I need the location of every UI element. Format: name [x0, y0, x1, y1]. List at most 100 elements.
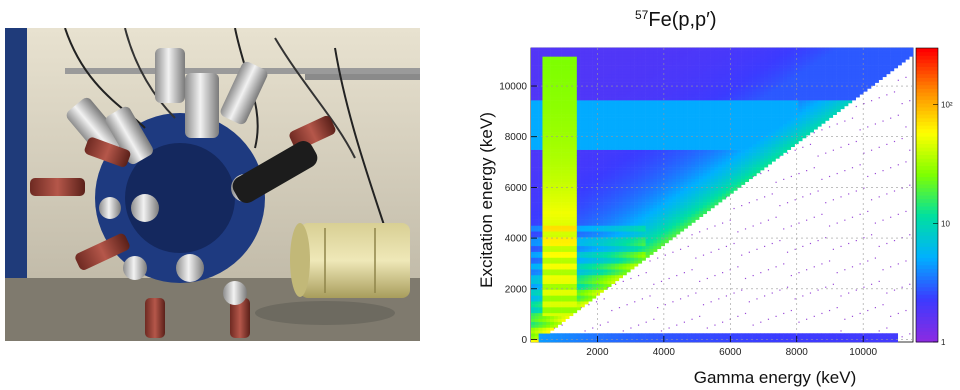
matrix-cell	[626, 333, 631, 337]
matrix-cell	[618, 333, 623, 337]
matrix-cell	[588, 193, 593, 197]
matrix-cell	[645, 50, 650, 54]
matrix-cell	[786, 120, 792, 124]
matrix-cell	[660, 207, 665, 212]
matrix-cell	[664, 114, 669, 118]
matrix-cell	[561, 196, 566, 200]
matrix-cell	[588, 248, 593, 252]
matrix-cell	[718, 333, 723, 337]
matrix-cell	[756, 117, 761, 121]
matrix-cell	[626, 68, 631, 72]
matrix-cell	[664, 205, 669, 209]
matrix-cell	[630, 143, 635, 148]
matrix-cell	[615, 100, 620, 104]
matrix-cell	[557, 312, 562, 317]
matrix-cell	[599, 152, 604, 156]
matrix-cell	[534, 199, 539, 203]
matrix-cell	[660, 155, 665, 159]
matrix-cell	[546, 73, 551, 78]
matrix-cell	[584, 298, 589, 302]
matrix-cell	[672, 73, 677, 78]
matrix-cell	[611, 56, 616, 60]
matrix-cell	[725, 129, 730, 133]
matrix-cell	[622, 53, 627, 57]
matrix-cell	[534, 231, 539, 235]
matrix-cell	[622, 82, 627, 86]
matrix-cell	[538, 59, 543, 63]
matrix-cell	[576, 333, 581, 337]
matrix-cell	[531, 245, 536, 250]
matrix-cell	[660, 149, 665, 153]
matrix-cell	[553, 164, 559, 168]
matrix-cell	[676, 219, 681, 223]
matrix-cell	[702, 207, 708, 212]
matrix-cell	[706, 172, 711, 177]
matrix-cell	[618, 170, 623, 174]
matrix-cell	[569, 102, 574, 107]
matrix-cell	[687, 161, 692, 165]
matrix-cell	[657, 123, 662, 127]
matrix-cell	[637, 132, 643, 136]
matrix-cell	[611, 158, 616, 162]
matrix-cell	[664, 137, 669, 142]
matrix-cell	[595, 237, 601, 241]
matrix-cell	[565, 167, 570, 171]
matrix-cell	[722, 76, 727, 80]
matrix-cell	[531, 205, 536, 209]
matrix-cell	[553, 120, 559, 124]
matrix-cell	[588, 260, 593, 264]
matrix-cell	[683, 53, 688, 57]
matrix-cell	[573, 178, 578, 182]
matrix-cell	[664, 219, 669, 223]
matrix-cell	[764, 333, 769, 337]
matrix-cell	[786, 137, 792, 142]
matrix-cell	[584, 272, 589, 276]
matrix-cell	[634, 155, 639, 159]
matrix-cell	[630, 333, 635, 337]
matrix-cell	[668, 205, 673, 209]
matrix-cell	[691, 187, 696, 191]
matrix-cell	[710, 132, 715, 136]
matrix-cell	[576, 140, 581, 145]
matrix-cell	[584, 181, 589, 185]
matrix-cell	[550, 234, 555, 238]
matrix-cell	[653, 50, 658, 54]
matrix-cell	[595, 70, 601, 75]
matrix-cell	[634, 333, 639, 337]
matrix-cell	[710, 102, 715, 107]
matrix-cell	[588, 73, 593, 78]
matrix-cell	[576, 254, 581, 258]
matrix-cell	[676, 120, 681, 124]
matrix-cell	[714, 158, 719, 162]
matrix-cell	[588, 187, 593, 191]
matrix-cell	[737, 105, 742, 110]
matrix-cell	[733, 164, 738, 168]
matrix-cell	[748, 161, 753, 165]
matrix-cell	[580, 161, 585, 165]
matrix-cell	[702, 137, 708, 142]
matrix-cell	[733, 181, 738, 185]
matrix-cell	[722, 111, 727, 115]
matrix-cell	[657, 85, 662, 89]
matrix-cell	[561, 152, 566, 156]
matrix-cell	[561, 175, 566, 180]
matrix-cell	[580, 167, 585, 171]
matrix-cell	[607, 143, 612, 148]
matrix-cell	[588, 117, 593, 121]
matrix-cell	[645, 222, 650, 226]
matrix-cell	[561, 312, 566, 317]
matrix-cell	[706, 140, 711, 145]
matrix-cell	[706, 102, 711, 107]
matrix-cell	[687, 155, 692, 159]
matrix-cell	[550, 245, 555, 250]
matrix-cell	[584, 158, 589, 162]
matrix-cell	[679, 333, 685, 337]
matrix-cell	[550, 333, 555, 337]
matrix-cell	[702, 105, 708, 110]
matrix-cell	[641, 149, 646, 153]
matrix-cell	[584, 301, 589, 305]
matrix-cell	[657, 245, 662, 250]
matrix-cell	[649, 199, 654, 203]
matrix-cell	[550, 228, 555, 232]
matrix-cell	[771, 100, 776, 104]
